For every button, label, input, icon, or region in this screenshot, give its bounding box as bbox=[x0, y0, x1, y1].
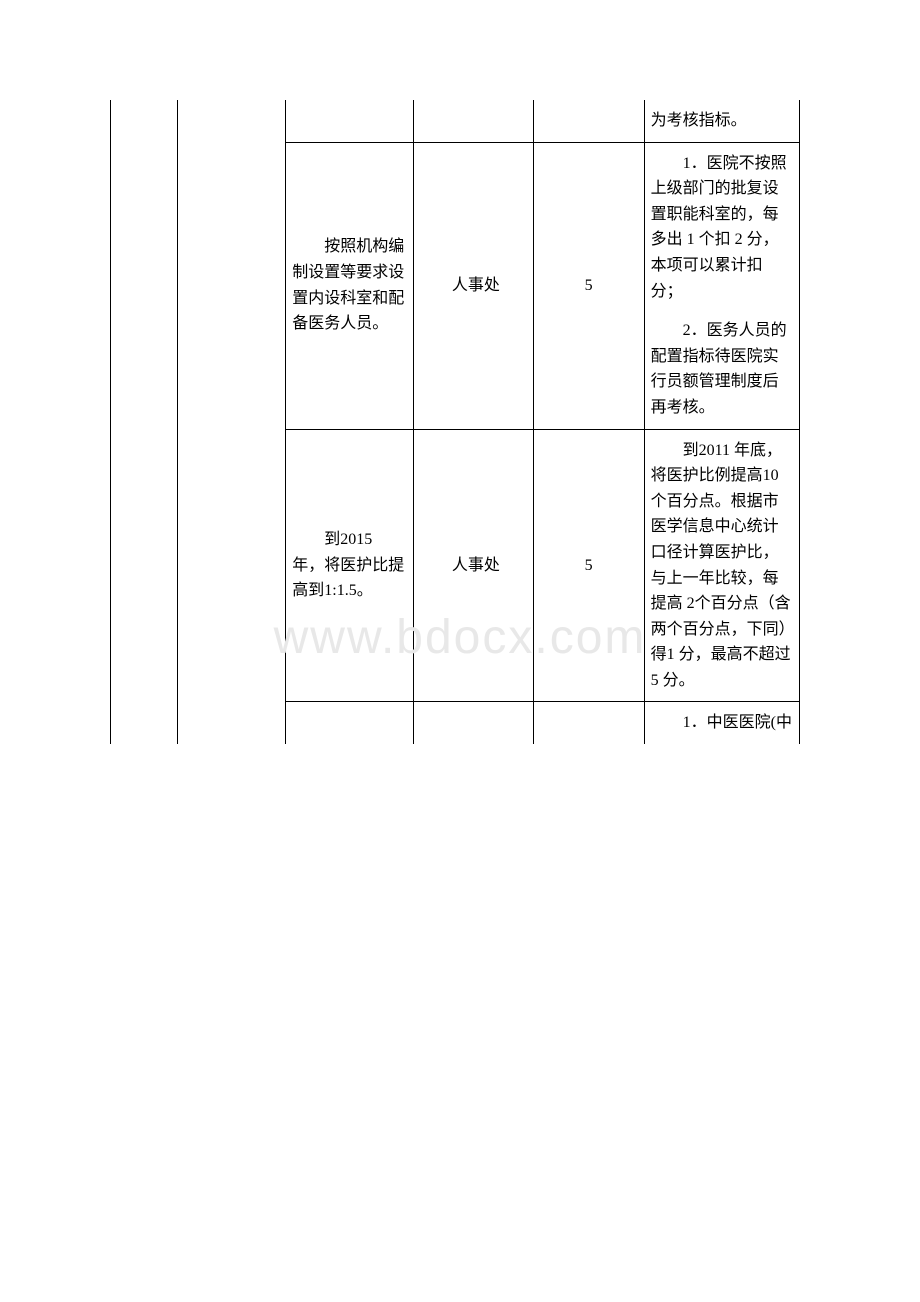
cell-criteria: 1．中医医院(中 bbox=[644, 702, 799, 744]
cell-subcategory bbox=[177, 100, 286, 744]
criteria-text-2: 2．医务人员的配置指标待医院实行员额管理制度后再考核。 bbox=[651, 318, 793, 420]
spacer bbox=[651, 304, 793, 318]
cell-criteria: 为考核指标。 bbox=[644, 100, 799, 142]
cell-requirement: 到2015 年，将医护比提高到1:1.5。 bbox=[286, 429, 414, 702]
cell-score bbox=[533, 100, 644, 142]
criteria-text: 1．中医医院(中 bbox=[651, 710, 793, 736]
score-text: 5 bbox=[585, 277, 593, 294]
requirement-text: 到2015 年，将医护比提高到1:1.5。 bbox=[292, 527, 407, 604]
cell-department bbox=[413, 702, 533, 744]
criteria-text: 到2011 年底，将医护比例提高10 个百分点。根据市医学信息中心统计口径计算医… bbox=[651, 438, 793, 694]
requirement-text: 按照机构编制设置等要求设置内设科室和配备医务人员。 bbox=[292, 234, 407, 336]
cell-requirement bbox=[286, 100, 414, 142]
cell-requirement bbox=[286, 702, 414, 744]
cell-criteria: 1．医院不按照上级部门的批复设置职能科室的，每多出 1 个扣 2 分，本项可以累… bbox=[644, 142, 799, 429]
table-row: 为考核指标。 bbox=[111, 100, 800, 142]
cell-department: 人事处 bbox=[413, 142, 533, 429]
evaluation-table: 为考核指标。 按照机构编制设置等要求设置内设科室和配备医务人员。 人事处 5 1… bbox=[110, 100, 800, 744]
cell-score: 5 bbox=[533, 142, 644, 429]
score-text: 5 bbox=[585, 557, 593, 574]
cell-department: 人事处 bbox=[413, 429, 533, 702]
department-text: 人事处 bbox=[420, 553, 527, 579]
cell-requirement: 按照机构编制设置等要求设置内设科室和配备医务人员。 bbox=[286, 142, 414, 429]
cell-department bbox=[413, 100, 533, 142]
cell-criteria: 到2011 年底，将医护比例提高10 个百分点。根据市医学信息中心统计口径计算医… bbox=[644, 429, 799, 702]
cell-category bbox=[111, 100, 178, 744]
department-text: 人事处 bbox=[420, 273, 527, 299]
criteria-text-1: 1．医院不按照上级部门的批复设置职能科室的，每多出 1 个扣 2 分，本项可以累… bbox=[651, 151, 793, 305]
criteria-text: 为考核指标。 bbox=[651, 112, 747, 129]
cell-score bbox=[533, 702, 644, 744]
page-container: 为考核指标。 按照机构编制设置等要求设置内设科室和配备医务人员。 人事处 5 1… bbox=[0, 0, 920, 844]
cell-score: 5 bbox=[533, 429, 644, 702]
